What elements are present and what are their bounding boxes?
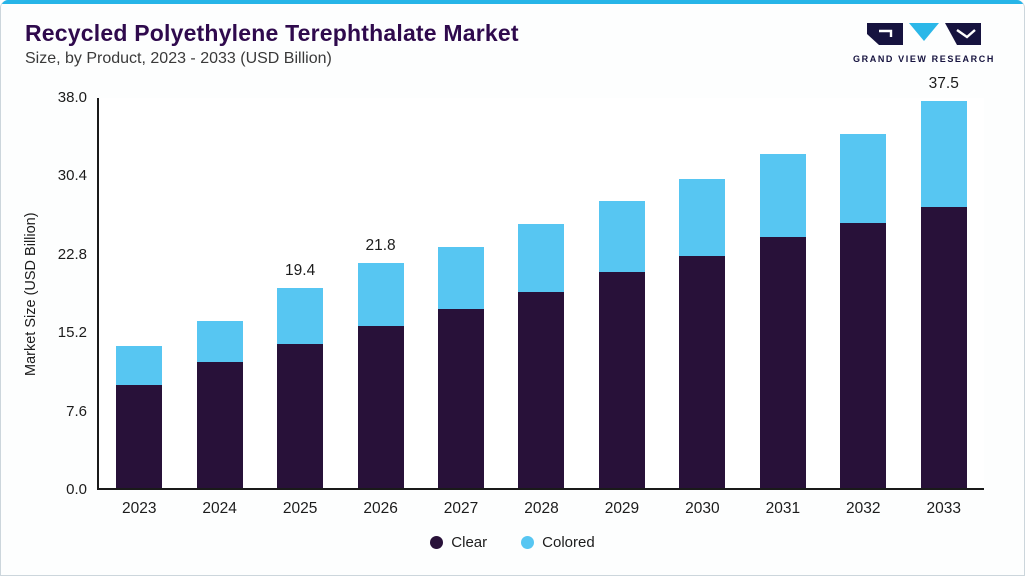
bar-2030: 2030: [679, 178, 726, 517]
x-axis-label: 2028: [524, 500, 559, 517]
y-tick-label: 38.0: [57, 89, 87, 106]
bar-2032: 2032: [840, 134, 887, 517]
bar-segment-colored: [840, 134, 887, 223]
x-axis-label: 2030: [685, 500, 720, 517]
x-axis-label: 2026: [363, 500, 398, 517]
bar-segment-colored: [679, 178, 726, 256]
bar-segment-clear: [920, 207, 967, 488]
x-axis-label: 2033: [926, 500, 961, 517]
brand-logo-text: GRAND VIEW RESEARCH: [853, 54, 995, 64]
x-axis-label: 2032: [846, 500, 881, 517]
legend-item-clear: Clear: [430, 534, 487, 551]
header: Recycled Polyethylene Terephthalate Mark…: [1, 4, 1024, 68]
y-tick-label: 7.6: [66, 402, 87, 420]
x-axis-label: 2025: [282, 500, 318, 517]
x-axis-label: 2029: [604, 500, 640, 517]
bar-2027: 2027: [438, 246, 485, 517]
y-tick-label: 22.8: [57, 245, 87, 263]
legend-marker-icon: [430, 536, 444, 549]
bar-segment-clear: [196, 362, 243, 488]
bar-value-label: 19.4: [285, 261, 316, 279]
bar-2023: 2023: [116, 345, 163, 517]
bar-value-label: 21.8: [365, 237, 396, 255]
bar-segment-clear: [679, 255, 726, 488]
legend-label: Colored: [542, 534, 595, 551]
bar-segment-clear: [277, 343, 324, 488]
bar-segment-colored: [277, 287, 324, 344]
bar-2026: 21.8 2026: [357, 237, 404, 517]
y-axis: 0.0 7.6 15.2 22.8 30.4 38.0: [41, 89, 97, 498]
bar-value-label: 37.5: [928, 75, 959, 93]
brand-logo: GRAND VIEW RESEARCH: [850, 22, 998, 64]
bar-segment-colored: [438, 246, 485, 309]
page-title: Recycled Polyethylene Terephthalate Mark…: [25, 20, 519, 46]
bar-segment-clear: [438, 308, 485, 488]
x-axis-label: 2027: [443, 500, 479, 517]
bar-2028: 2028: [518, 223, 565, 517]
legend: Clear Colored: [1, 534, 1024, 551]
bar-2025: 19.4 2025: [277, 262, 324, 517]
bar-2031: 2031: [759, 153, 806, 517]
plot-area: 2023 2024 19.4 2025 21.8 2026 2027 2028 2029 2030…: [97, 75, 984, 517]
y-tick-label: 15.2: [57, 324, 87, 342]
bar-segment-clear: [759, 237, 806, 488]
chart: Market Size (USD Billion) 0.0 7.6 15.2 22.8…: [23, 75, 984, 517]
legend-marker-icon: [521, 536, 535, 549]
x-axis-label: 2024: [202, 500, 237, 517]
grand-view-research-logo-icon: [867, 23, 981, 45]
legend-item-colored: Colored: [521, 534, 595, 551]
y-tick-label: 0.0: [66, 481, 87, 498]
bar-segment-colored: [920, 101, 967, 208]
bar-segment-clear: [598, 272, 645, 488]
bar-segment-clear: [116, 384, 163, 488]
page-subtitle: Size, by Product, 2023 - 2033 (USD Billi…: [25, 50, 332, 67]
bar-segment-colored: [518, 223, 565, 292]
bar-segment-colored: [598, 201, 645, 273]
legend-label: Clear: [451, 534, 488, 551]
bar-segment-colored: [357, 263, 404, 327]
y-tick-label: 30.4: [57, 167, 87, 185]
bar-segment-colored: [759, 153, 806, 238]
bar-segment-colored: [196, 320, 243, 363]
bar-segment-clear: [357, 326, 404, 488]
bar-2029: 2029: [598, 201, 645, 517]
bar-segment-clear: [840, 222, 887, 488]
x-axis-label: 2023: [121, 500, 157, 517]
bar-segment-clear: [518, 292, 565, 488]
x-axis-label: 2031: [765, 500, 801, 517]
y-axis-title: Market Size (USD Billion): [23, 212, 39, 376]
bar-2033: 37.5 2033: [920, 75, 967, 517]
bar-2024: 2024: [196, 320, 243, 517]
title-block: Recycled Polyethylene Terephthalate Mark…: [25, 20, 519, 68]
bar-segment-colored: [116, 345, 163, 385]
top-accent-line: [1, 0, 1024, 4]
